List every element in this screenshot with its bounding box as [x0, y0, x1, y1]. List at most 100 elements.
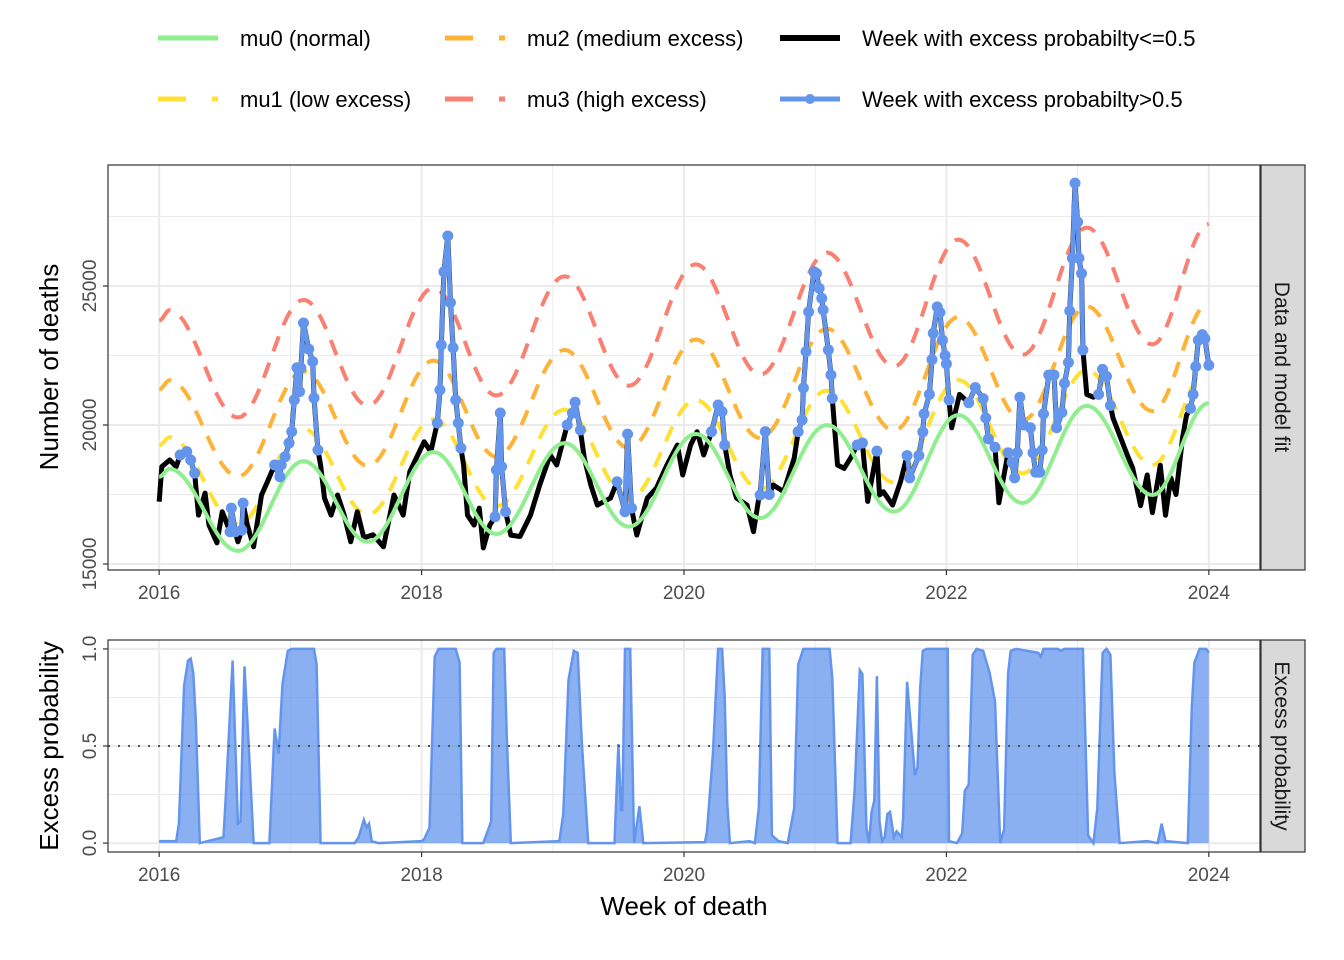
- excess-week-point: [1009, 472, 1021, 484]
- excess-week-point: [189, 467, 201, 479]
- excess-week-point: [307, 356, 319, 368]
- excess-week-point: [1014, 391, 1026, 403]
- excess-week-point: [489, 511, 501, 523]
- excess-week-point: [1002, 447, 1014, 459]
- excess-week-point: [796, 414, 808, 426]
- excess-week-point: [1034, 466, 1046, 478]
- excess-week-point: [1062, 356, 1074, 368]
- excess-week-point: [982, 433, 994, 445]
- excess-week-point: [438, 266, 450, 278]
- excess-week-point: [1024, 422, 1036, 434]
- legend-item: mu3 (high excess): [445, 87, 707, 112]
- x-tick-label: 2022: [925, 865, 967, 886]
- bottom-y-axis-title: Excess probability: [34, 641, 64, 851]
- excess-week-point: [455, 442, 467, 454]
- excess-week-point: [1011, 447, 1023, 459]
- legend-label: mu1 (low excess): [240, 87, 411, 112]
- excess-week-point: [1006, 457, 1018, 469]
- legend-item: mu0 (normal): [158, 26, 371, 51]
- excess-week-point: [917, 426, 929, 438]
- excess-week-point: [719, 439, 731, 451]
- excess-week-point: [435, 339, 447, 351]
- legend-key: [780, 94, 840, 104]
- excess-week-point: [792, 426, 804, 438]
- excess-week-point: [1036, 444, 1048, 456]
- bottom-strip-label: Excess probability: [1270, 661, 1293, 831]
- excess-week-point: [450, 394, 462, 406]
- legend-label: Week with excess probabilty>0.5: [862, 87, 1183, 112]
- excess-week-point: [444, 297, 456, 309]
- excess-week-point: [813, 282, 825, 294]
- x-axis-title: Week of death: [600, 891, 767, 921]
- excess-week-line: [435, 233, 464, 449]
- top-strip-label: Data and model fit: [1270, 282, 1293, 453]
- excess-week-point: [294, 386, 306, 398]
- top-panel-axis-ticks: 2016 2018 2020 2022 2024 15000 20000 25000: [80, 260, 1230, 604]
- excess-week-line: [565, 399, 583, 431]
- x-tick-label: 2020: [663, 583, 705, 604]
- legend-label: Week with excess probabilty<=0.5: [862, 26, 1195, 51]
- y-tick-label: 0.5: [80, 733, 101, 759]
- excess-week-point: [286, 426, 298, 438]
- excess-week-point: [237, 497, 249, 509]
- x-tick-label: 2020: [663, 865, 705, 886]
- y-tick-label: 20000: [80, 399, 101, 452]
- excess-week-point: [1100, 370, 1112, 382]
- excess-week-point: [442, 230, 454, 242]
- excess-week-point: [1048, 369, 1060, 381]
- excess-week-point: [936, 334, 948, 346]
- legend-label: mu2 (medium excess): [527, 26, 743, 51]
- excess-week-point: [1064, 305, 1076, 317]
- top-panel-plot-area: [156, 177, 1215, 553]
- excess-week-line: [614, 431, 634, 514]
- excess-week-point: [927, 327, 939, 339]
- excess-week-point: [1187, 388, 1199, 400]
- excess-week-point: [1027, 447, 1039, 459]
- excess-week-point: [185, 454, 197, 466]
- excess-week-point: [943, 394, 955, 406]
- x-tick-label: 2016: [138, 583, 180, 604]
- excess-week-point: [236, 524, 248, 536]
- x-tick-label: 2024: [1188, 865, 1231, 886]
- excess-week-point: [274, 471, 286, 483]
- excess-week-point: [940, 358, 952, 370]
- y-tick-label: 25000: [80, 260, 101, 313]
- y-tick-label: 0.0: [80, 830, 101, 856]
- x-tick-label: 2024: [1188, 583, 1231, 604]
- excess-week-point: [1059, 377, 1071, 389]
- excess-week-point: [308, 392, 320, 404]
- x-tick-label: 2018: [400, 865, 442, 886]
- excess-week-point: [856, 437, 868, 449]
- excess-week-point: [1073, 252, 1085, 264]
- excess-week-point: [969, 381, 981, 393]
- x-tick-label: 2018: [400, 583, 442, 604]
- bottom-panel-strip: [1260, 639, 1306, 853]
- excess-week-point: [1184, 402, 1196, 414]
- legend-item: Week with excess probabilty>0.5: [780, 87, 1183, 112]
- excess-week-point: [904, 472, 916, 484]
- excess-week-point: [611, 476, 623, 488]
- excess-probability-area: [159, 648, 1209, 844]
- excess-week-point: [297, 317, 309, 329]
- excess-week-point: [181, 446, 193, 458]
- x-tick-label: 2016: [138, 865, 180, 886]
- excess-week-point: [1072, 216, 1084, 228]
- excess-week-point: [574, 424, 586, 436]
- legend: mu0 (normal) mu1 (low excess) mu2 (medium …: [158, 26, 1195, 112]
- excess-week-point: [1190, 361, 1202, 373]
- excess-week-point: [803, 306, 815, 318]
- excess-week-point: [500, 506, 512, 518]
- excess-week-point: [295, 362, 307, 374]
- excess-week-point: [797, 382, 809, 394]
- excess-week-point: [901, 450, 913, 462]
- excess-week-point: [716, 406, 728, 418]
- y-tick-label: 1.0: [80, 636, 101, 662]
- excess-week-point: [1056, 406, 1068, 418]
- legend-item: mu2 (medium excess): [445, 26, 743, 51]
- excess-week-point: [1076, 267, 1088, 279]
- excess-week-point: [939, 349, 951, 361]
- excess-week-point: [303, 343, 315, 355]
- excess-week-point: [279, 451, 291, 463]
- excess-week-point: [275, 459, 287, 471]
